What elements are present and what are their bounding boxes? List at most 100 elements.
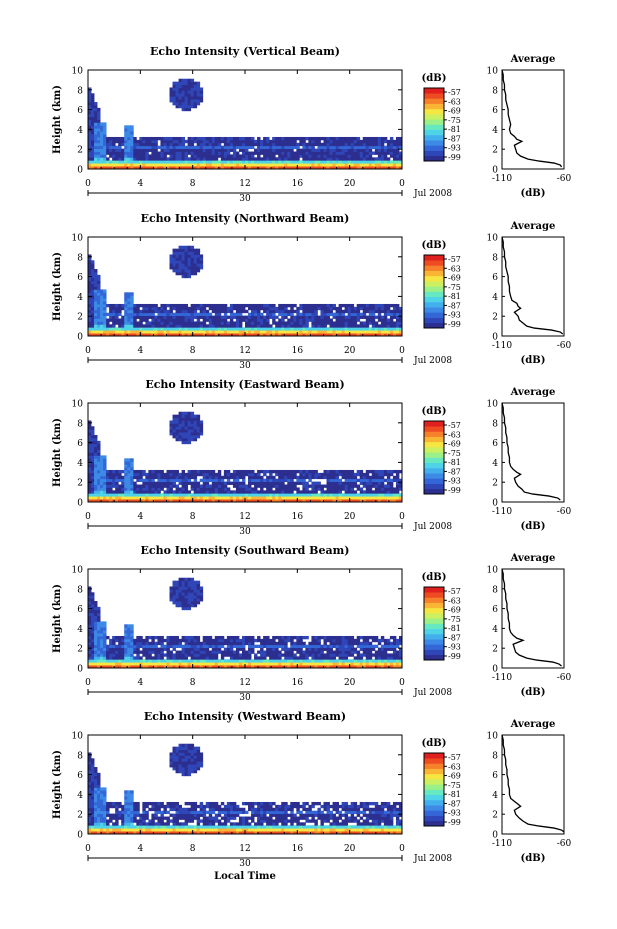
- heatmap-cell: [88, 139, 92, 144]
- heatmap-cell: [296, 656, 300, 660]
- heatmap-cell: [172, 472, 176, 477]
- heatmap-cell: [205, 653, 210, 657]
- heatmap-cell: [193, 266, 198, 270]
- colorbar-tick-label: -57: [448, 255, 461, 264]
- heatmap-cell: [133, 647, 137, 651]
- heatmap-cell: [172, 644, 176, 649]
- heatmap-cell: [347, 151, 352, 155]
- heatmap-cell: [290, 309, 294, 314]
- heatmap-cell: [320, 472, 324, 477]
- heatmap-cell: [154, 139, 158, 144]
- heatmap-cell: [332, 142, 336, 147]
- heatmap-cell: [190, 321, 195, 325]
- heatmap-cell: [163, 647, 167, 651]
- heatmap-cell: [335, 327, 339, 331]
- heatmap-cell: [196, 496, 201, 500]
- heatmap-cell: [211, 472, 216, 477]
- heatmap-cell: [371, 478, 376, 483]
- heatmap-cell: [371, 321, 376, 325]
- heatmap-cell: [214, 472, 219, 477]
- heatmap-cell: [311, 142, 315, 147]
- heatmap-cell: [272, 142, 276, 147]
- heatmap-cell: [254, 659, 258, 663]
- heatmap-cell: [214, 151, 219, 155]
- heatmap-cell: [187, 440, 192, 445]
- heatmap-cell: [190, 260, 195, 264]
- heatmap-cell: [190, 269, 195, 273]
- heatmap-cell: [341, 324, 346, 328]
- heatmap-cell: [278, 163, 282, 167]
- heatmap-cell: [115, 160, 119, 164]
- heatmap-cell: [169, 148, 173, 152]
- profile-y-tick-label: 0: [492, 499, 498, 509]
- heatmap-cell: [157, 647, 161, 651]
- heatmap-cell: [166, 312, 170, 317]
- heatmap-cell: [121, 148, 125, 152]
- heatmap-cell: [269, 148, 273, 152]
- heatmap-cell: [362, 163, 367, 167]
- heatmap-cell: [305, 490, 309, 494]
- x-tick-label: 16: [292, 346, 304, 356]
- heatmap-cell: [133, 665, 137, 669]
- heatmap-cell: [398, 312, 403, 317]
- heatmap-cell: [368, 493, 373, 497]
- heatmap-cell: [392, 324, 397, 328]
- heatmap-cell: [398, 499, 403, 503]
- heatmap-cell: [169, 592, 173, 596]
- heatmap-cell: [181, 662, 186, 666]
- heatmap-cell: [178, 104, 182, 109]
- heatmap-cell: [178, 417, 182, 421]
- heatmap-cell: [91, 154, 95, 158]
- heatmap-cell: [181, 493, 186, 497]
- heatmap-cell: [220, 650, 225, 654]
- heatmap-cell: [311, 309, 315, 314]
- heatmap-cell: [139, 318, 143, 322]
- heatmap-cell: [88, 589, 92, 593]
- heatmap-cell: [145, 635, 149, 640]
- heatmap-cell: [163, 496, 167, 500]
- heatmap-cell: [389, 490, 394, 494]
- heatmap-cell: [347, 318, 352, 322]
- heatmap-cell: [275, 499, 279, 503]
- heatmap-cell: [377, 330, 382, 334]
- heatmap-cell: [94, 627, 98, 631]
- heatmap-cell: [272, 157, 276, 161]
- heatmap-cell: [329, 154, 333, 158]
- heatmap-cell: [365, 309, 370, 314]
- heatmap-cell: [329, 472, 333, 477]
- heatmap-cell: [220, 499, 225, 503]
- heatmap-cell: [139, 327, 143, 331]
- heatmap-cell: [94, 630, 98, 634]
- heatmap-cell: [154, 154, 158, 158]
- heatmap-cell: [115, 469, 119, 474]
- heatmap-cell: [196, 580, 201, 584]
- heatmap-cell: [106, 659, 110, 663]
- heatmap-cell: [344, 315, 349, 319]
- heatmap-cell: [284, 484, 288, 488]
- heatmap-cell: [133, 157, 137, 161]
- profile-y-tick-label: 10: [487, 67, 499, 77]
- heatmap-cell: [115, 136, 119, 141]
- heatmap-cell: [133, 166, 137, 170]
- heatmap-cell: [160, 324, 164, 328]
- heatmap-cell: [91, 601, 95, 605]
- heatmap-cell: [202, 499, 207, 503]
- heatmap-cell: [94, 280, 98, 284]
- heatmap-cell: [127, 312, 131, 317]
- heatmap-cell: [196, 90, 201, 94]
- heatmap-cell: [178, 650, 182, 654]
- heatmap-cell: [241, 490, 246, 494]
- heatmap-cell: [97, 309, 101, 314]
- heatmap-cell: [196, 592, 201, 596]
- heatmap-cell: [175, 641, 179, 646]
- heatmap-cell: [205, 469, 210, 474]
- heatmap-cell: [100, 292, 104, 296]
- heatmap-cell: [133, 324, 137, 328]
- heatmap-cell: [356, 142, 361, 147]
- heatmap-cell: [386, 496, 391, 500]
- heatmap-cell: [365, 157, 370, 161]
- heatmap-cell: [136, 662, 140, 666]
- heatmap-cell: [251, 333, 255, 337]
- heatmap-cell: [368, 484, 373, 488]
- heatmap-cell: [257, 659, 261, 663]
